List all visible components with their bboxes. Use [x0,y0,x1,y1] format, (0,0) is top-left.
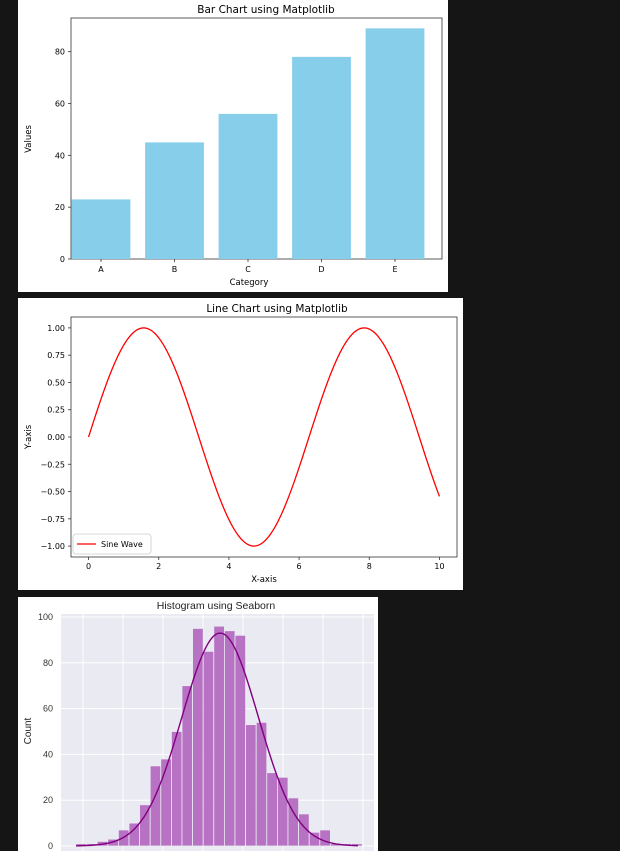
y-tick-label: 0.50 [47,378,65,387]
bar-chart: Bar Chart using Matplotlib 0 20 40 60 80 A B C… [24,4,443,288]
histogram-ylabel: Count [23,717,34,744]
histogram-bar [223,630,236,847]
histogram-bar [160,758,172,847]
y-tick-label: −0.75 [40,515,65,524]
legend-label: Sine Wave [101,540,143,549]
x-tick-label: A [98,265,104,274]
histogram-bar [298,813,310,847]
bar-chart-title: Bar Chart using Matplotlib [197,4,335,16]
x-tick-label: D [318,265,324,274]
line-chart-ylabel: Y-axis [24,424,34,450]
histogram-bar [128,822,141,847]
histogram-bar [149,765,162,847]
x-tick-label: C [245,265,251,274]
bar-B [145,142,204,259]
y-tick-label: 80 [43,658,53,668]
y-tick-label: 0 [48,841,53,851]
x-tick-label: 8 [367,562,372,571]
bar-A [71,199,131,259]
histogram-bar [245,724,257,847]
line-chart-frame [70,316,458,558]
x-tick-label: 10 [434,562,444,571]
histogram-bar [319,829,331,847]
x-tick-label: 2 [156,562,161,571]
y-tick-label: 0.00 [47,433,65,442]
histogram-chart: Histogram using Seaborn 0 20 40 60 80 100 Cou… [23,600,374,851]
histogram-bar [266,772,278,847]
y-tick-label: 0 [60,255,65,264]
y-tick-label: 20 [43,795,53,805]
y-tick-label: 80 [55,48,65,57]
histogram-bar [213,625,225,847]
y-tick-label: 0.25 [47,406,65,415]
bar-chart-xlabel: Category [230,278,269,288]
bar-chart-ylabel: Values [24,125,34,153]
histogram-bar [308,831,321,847]
histogram-bar [276,776,289,847]
bar-D [292,56,351,259]
x-tick-label: 0 [86,562,91,571]
line-chart: Line Chart using Matplotlib 1.00 0.75 0.50… [24,303,458,585]
histogram-bar [234,634,247,847]
y-tick-label: 40 [55,151,65,160]
histogram-bar [192,628,204,847]
histogram-bar [202,650,215,847]
x-tick-label: 6 [297,562,302,571]
y-tick-label: 1.00 [47,324,65,333]
y-tick-label: −1.00 [40,542,65,551]
y-tick-label: 60 [43,704,53,714]
line-chart-legend: Sine Wave [72,533,152,555]
y-tick-label: −0.50 [40,488,65,497]
line-chart-title: Line Chart using Matplotlib [206,303,348,315]
y-tick-label: −0.25 [40,460,65,469]
histogram-bar [139,804,151,847]
histogram-panel: Histogram using Seaborn 0 20 40 60 80 100 Cou… [18,597,378,851]
histogram-title: Histogram using Seaborn [157,600,276,612]
legend-box [72,533,152,555]
y-tick-label: 60 [55,100,65,109]
line-chart-xlabel: X-axis [251,575,277,585]
kde-curve [75,632,359,847]
sine-wave-line [87,327,441,547]
line-chart-panel: Line Chart using Matplotlib 1.00 0.75 0.50… [18,298,463,590]
y-tick-label: 20 [55,203,65,212]
x-tick-label: E [392,265,397,274]
y-tick-label: 40 [43,749,53,759]
bar-E [365,28,425,260]
bar-C [218,113,278,260]
x-tick-label: 4 [226,562,231,571]
y-tick-label: 0.75 [47,351,65,360]
y-tick-label: 100 [38,612,53,622]
bar-chart-panel: Bar Chart using Matplotlib 0 20 40 60 80 A B C… [18,0,448,292]
x-tick-label: B [172,265,178,274]
